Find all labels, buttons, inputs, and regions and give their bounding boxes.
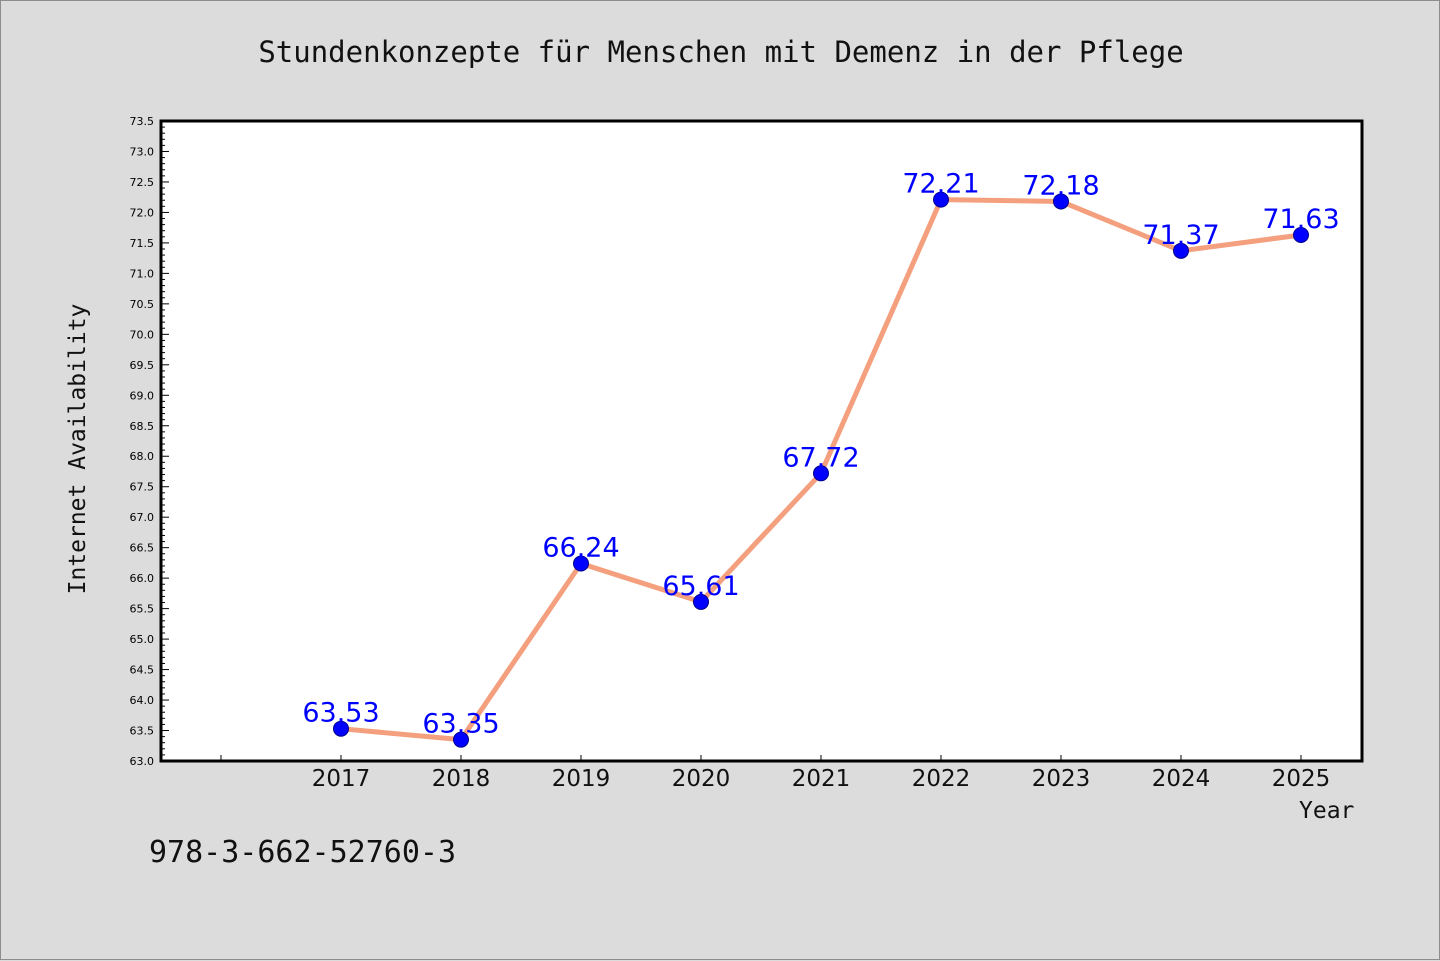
y-tick-label: 72.5 xyxy=(130,176,155,189)
x-axis-label: Year xyxy=(1299,798,1355,824)
data-label: 66.24 xyxy=(542,533,619,564)
y-tick-label: 70.0 xyxy=(130,328,155,341)
data-point-marker xyxy=(1173,242,1189,259)
plot-frame xyxy=(159,119,1364,763)
y-tick-label: 66.0 xyxy=(130,572,155,585)
x-tick-label: 2023 xyxy=(1032,766,1091,792)
x-tick-label: 2024 xyxy=(1152,766,1211,792)
data-label: 65.61 xyxy=(662,571,739,602)
x-tick-label: 2020 xyxy=(672,766,731,792)
data-point-marker xyxy=(573,555,589,572)
data-point-marker xyxy=(333,720,349,737)
chart-title: Stundenkonzepte für Menschen mit Demenz … xyxy=(258,35,1184,69)
data-point-marker xyxy=(813,465,829,482)
y-tick-label: 68.0 xyxy=(130,450,155,463)
data-label: 63.53 xyxy=(302,698,379,729)
y-tick-label: 68.5 xyxy=(130,420,155,433)
data-label: 71.37 xyxy=(1142,220,1219,251)
data-point-marker xyxy=(933,191,949,208)
data-label: 71.63 xyxy=(1262,204,1339,235)
y-tick-label: 69.0 xyxy=(130,389,155,402)
x-tick-label: 2025 xyxy=(1272,766,1331,792)
y-tick-label: 69.5 xyxy=(130,359,155,372)
y-tick-label: 64.0 xyxy=(130,694,155,707)
x-tick-label: 2021 xyxy=(792,766,851,792)
x-tick-label: 2017 xyxy=(312,766,371,792)
y-tick-label: 71.0 xyxy=(130,267,155,280)
data-label: 67.72 xyxy=(782,442,859,473)
y-tick-label: 70.5 xyxy=(130,298,155,311)
y-tick-label: 65.5 xyxy=(130,603,155,616)
data-label: 72.18 xyxy=(1022,170,1099,201)
y-tick-label: 65.0 xyxy=(130,633,155,646)
y-tick-label: 63.0 xyxy=(130,755,155,768)
x-tick-label: 2022 xyxy=(912,766,971,792)
data-point-marker xyxy=(1053,193,1069,210)
y-tick-label: 67.0 xyxy=(130,511,155,524)
y-tick-label: 63.5 xyxy=(130,725,155,738)
y-tick-label: 67.5 xyxy=(130,481,155,494)
data-label: 63.35 xyxy=(422,709,499,740)
y-tick-label: 73.0 xyxy=(130,145,155,158)
y-tick-label: 71.5 xyxy=(130,237,155,250)
y-tick-label: 72.0 xyxy=(130,206,155,219)
plot-background xyxy=(161,121,1362,761)
data-label: 72.21 xyxy=(902,169,979,200)
y-tick-label: 66.5 xyxy=(130,542,155,555)
y-tick-label: 64.5 xyxy=(130,664,155,677)
footer-isbn-text: 978-3-662-52760-3 xyxy=(149,835,457,870)
y-tick-label: 73.5 xyxy=(130,115,155,128)
data-point-marker xyxy=(693,593,709,610)
data-point-marker xyxy=(1293,226,1309,243)
x-tick-label: 2018 xyxy=(432,766,491,792)
data-point-marker xyxy=(453,731,469,748)
x-tick-label: 2019 xyxy=(552,766,611,792)
